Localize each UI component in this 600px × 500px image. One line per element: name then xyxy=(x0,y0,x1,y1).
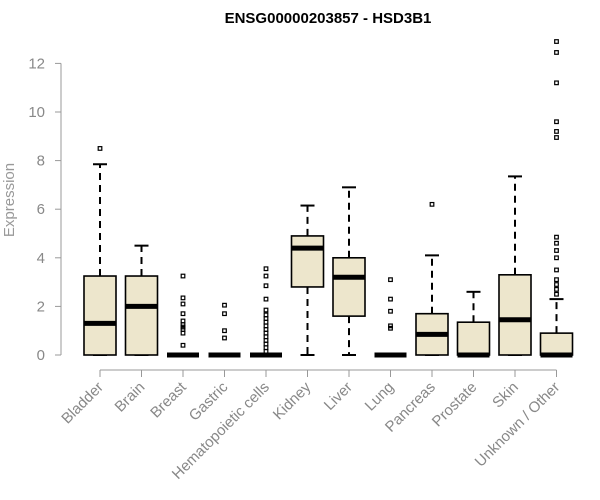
outlier-point xyxy=(263,296,269,302)
outlier-point xyxy=(263,273,269,279)
box-rect xyxy=(83,275,117,356)
outlier-point xyxy=(388,308,393,314)
outlier-point xyxy=(263,266,269,272)
outlier-point xyxy=(180,295,186,301)
outlier-point xyxy=(263,307,269,313)
outlier-point xyxy=(388,325,393,331)
outlier-point xyxy=(554,277,559,283)
outlier-point xyxy=(180,318,186,324)
box-rect xyxy=(332,256,366,317)
box-8 xyxy=(415,201,449,356)
y-tick-label: 10 xyxy=(28,104,45,121)
y-axis: 0 2 4 6 8 10 12 xyxy=(28,55,62,364)
box-10 xyxy=(498,175,532,356)
outlier-point xyxy=(554,129,559,134)
outlier-point xyxy=(554,286,559,292)
outlier-point xyxy=(554,234,559,240)
outlier-point xyxy=(554,39,559,44)
chart-title: ENSG00000203857 - HSD3B1 xyxy=(225,10,432,27)
x-tick-label: Bladder xyxy=(58,379,107,428)
box-5 xyxy=(290,204,325,356)
outlier-point xyxy=(554,50,559,55)
outlier-point xyxy=(554,80,559,86)
y-tick-label: 6 xyxy=(37,201,45,218)
outlier-point xyxy=(180,324,186,330)
outlier-point xyxy=(263,312,269,318)
outlier-point xyxy=(554,255,559,261)
box-3 xyxy=(208,302,241,358)
outlier-point xyxy=(180,311,186,317)
box-rect xyxy=(456,321,491,356)
box-11 xyxy=(539,39,574,358)
outlier-point xyxy=(222,335,227,341)
x-tick-label: Breast xyxy=(147,378,190,421)
outlier-point xyxy=(388,277,393,283)
outlier-point xyxy=(222,311,227,317)
outlier-point xyxy=(554,119,559,125)
box-rect xyxy=(539,332,574,356)
y-axis-label: Expression xyxy=(1,163,18,237)
outlier-point xyxy=(180,273,186,279)
x-tick-label: Lung xyxy=(362,379,398,415)
outlier-point xyxy=(554,291,559,297)
box-7 xyxy=(374,277,407,358)
outlier-point xyxy=(97,146,103,151)
box-rect xyxy=(498,274,532,356)
outlier-point xyxy=(222,328,227,334)
box-1 xyxy=(124,244,159,356)
x-tick-label: Prostate xyxy=(429,379,481,431)
x-tick-label: Kidney xyxy=(270,378,315,423)
outlier-point xyxy=(429,201,435,207)
x-tick-label: Skin xyxy=(489,379,522,412)
y-tick-label: 12 xyxy=(28,55,45,72)
box-rect xyxy=(124,275,159,356)
outlier-point xyxy=(554,248,559,253)
outlier-point xyxy=(180,342,186,348)
outlier-point xyxy=(388,323,393,329)
y-tick-label: 8 xyxy=(37,153,45,170)
box-9 xyxy=(456,290,491,358)
box-2 xyxy=(167,273,199,358)
x-tick-label: Brain xyxy=(112,379,149,416)
outlier-point xyxy=(180,301,186,307)
box-4 xyxy=(250,266,282,358)
y-tick-label: 4 xyxy=(37,250,45,267)
outlier-point xyxy=(263,283,269,289)
x-tick-label: Liver xyxy=(321,379,356,414)
box-0 xyxy=(83,146,117,356)
outlier-point xyxy=(554,267,559,273)
outlier-point xyxy=(388,296,393,302)
outlier-point xyxy=(222,302,227,308)
box-rect xyxy=(290,235,325,288)
y-tick-label: 2 xyxy=(37,298,45,315)
outlier-point xyxy=(554,135,559,140)
boxes-group xyxy=(83,39,574,358)
y-tick-label: 0 xyxy=(37,347,45,364)
outlier-point xyxy=(554,282,559,287)
outlier-point xyxy=(180,327,186,332)
outlier-point xyxy=(554,240,559,246)
box-6 xyxy=(332,186,366,356)
